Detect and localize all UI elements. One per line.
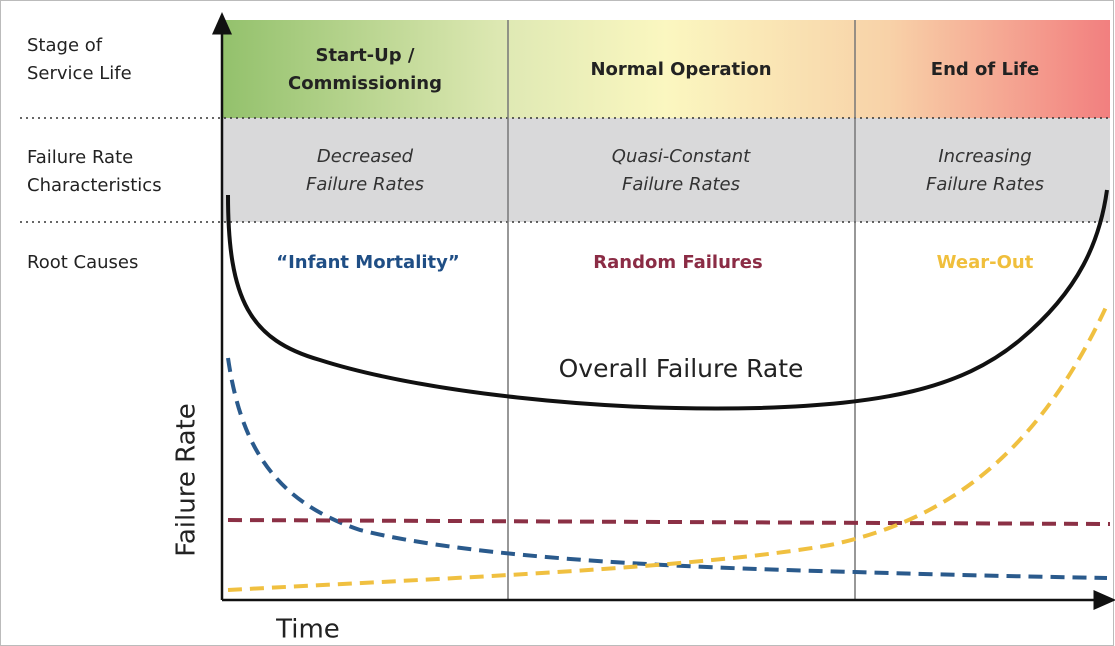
characteristics: Quasi-Constant Failure Rates	[612, 146, 751, 195]
root-cause: Wear-Out	[937, 252, 1034, 273]
stage-name: Start-Up / Commissioning	[288, 45, 442, 94]
characteristics: Increasing Failure Rates	[926, 146, 1044, 195]
y-axis-label: Failure Rate	[172, 403, 202, 556]
curve-label: Overall Failure Rate	[559, 354, 804, 383]
root-cause: “Infant Mortality”	[276, 252, 459, 273]
overall-curve	[226, 189, 1109, 411]
characteristics: Decreased Failure Rates	[306, 146, 424, 195]
infant-mortality-curve	[226, 357, 1108, 580]
characteristics-band	[222, 118, 1110, 222]
row-label: Failure Rate Characteristics	[27, 147, 162, 196]
wear-out-curve	[227, 304, 1109, 592]
x-axis-label: Time	[275, 615, 340, 645]
stage-name: Normal Operation	[590, 59, 771, 80]
row-label: Root Causes	[27, 252, 138, 273]
row-label: Stage of Service Life	[27, 35, 132, 84]
stage-band	[222, 20, 1110, 118]
random-failures-curve	[227, 518, 1111, 526]
root-cause: Random Failures	[593, 252, 762, 273]
stage-name: End of Life	[931, 59, 1039, 80]
